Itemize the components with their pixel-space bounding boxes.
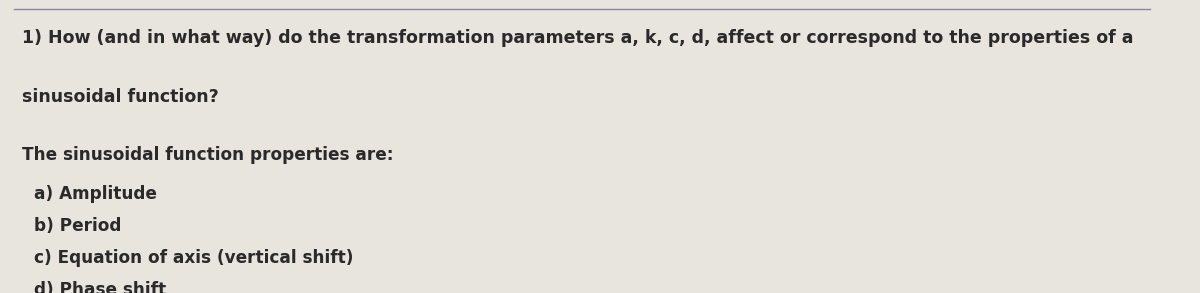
Text: c) Equation of axis (vertical shift): c) Equation of axis (vertical shift) bbox=[34, 249, 353, 267]
Text: sinusoidal function?: sinusoidal function? bbox=[22, 88, 218, 106]
Text: 1) How (and in what way) do the transformation parameters a, k, c, d, affect or : 1) How (and in what way) do the transfor… bbox=[22, 29, 1133, 47]
Text: b) Period: b) Period bbox=[34, 217, 121, 235]
Text: a) Amplitude: a) Amplitude bbox=[34, 185, 156, 202]
Text: The sinusoidal function properties are:: The sinusoidal function properties are: bbox=[22, 146, 394, 164]
Text: d) Phase shift: d) Phase shift bbox=[34, 281, 166, 293]
